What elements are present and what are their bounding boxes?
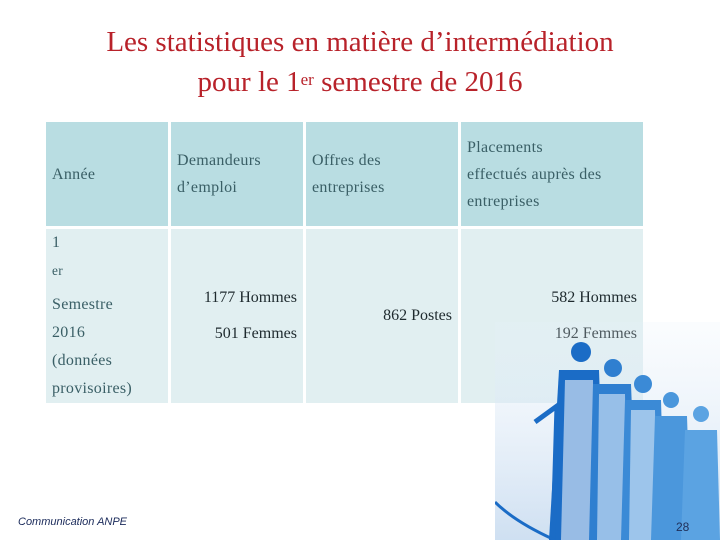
header-placements: Placements effectués auprès des entrepri… — [458, 122, 643, 229]
statistics-table: Année Demandeurs d’emploi Offres des ent… — [46, 122, 643, 404]
cell-offres: 862 Postes — [303, 227, 460, 404]
period-line-4: provisoires) — [52, 380, 133, 398]
period-sup: er — [52, 263, 63, 278]
cell-demandeurs: 1177 Hommes 501 Femmes — [168, 227, 305, 404]
header-demandeurs-line-1: Demandeurs — [177, 152, 261, 169]
header-offres: Offres des entreprises — [303, 122, 460, 229]
period-line-1: 1 er Semestre — [52, 229, 162, 319]
header-demandeurs-line-2: d’emploi — [177, 179, 238, 196]
title-line-1: Les statistiques en matière d’intermédia… — [106, 26, 614, 58]
header-placements-line-1: Placements — [467, 138, 543, 156]
demandeurs-femmes: 501 Femmes — [214, 325, 297, 343]
people-silhouettes-graphic — [495, 322, 720, 540]
header-offres-line-2: entreprises — [312, 179, 385, 196]
title-line-2-post: semestre de 2016 — [313, 66, 523, 98]
cell-period: 1 er Semestre 2016 (données provisoires) — [46, 227, 170, 404]
demandeurs-hommes: 1177 Hommes — [203, 289, 297, 307]
header-placements-line-2: effectués auprès des — [467, 165, 602, 183]
header-annee-text: Année — [52, 165, 96, 183]
period-pre: 1 — [52, 234, 61, 251]
offres-postes: 862 Postes — [383, 307, 452, 325]
period-post: Semestre — [52, 296, 114, 314]
table-header-row: Année Demandeurs d’emploi Offres des ent… — [46, 122, 643, 229]
period-line-2: 2016 — [52, 324, 86, 342]
page-number: 28 — [676, 520, 690, 534]
title-line-2: pour le 1er semestre de 2016 — [0, 62, 720, 102]
title-line-2-sup: er — [300, 70, 314, 89]
header-annee: Année — [46, 122, 170, 229]
slide-title: Les statistiques en matière d’intermédia… — [0, 22, 720, 102]
period-line-3: (données — [52, 352, 113, 370]
footer-label: Communication ANPE — [18, 516, 128, 528]
table-row: 1 er Semestre 2016 (données provisoires) … — [46, 227, 643, 404]
placements-hommes: 582 Hommes — [551, 289, 637, 307]
header-placements-line-3: entreprises — [467, 192, 540, 210]
title-line-2-pre: pour le 1 — [197, 66, 301, 98]
header-demandeurs: Demandeurs d’emploi — [168, 122, 305, 229]
header-offres-line-1: Offres des — [312, 152, 381, 169]
